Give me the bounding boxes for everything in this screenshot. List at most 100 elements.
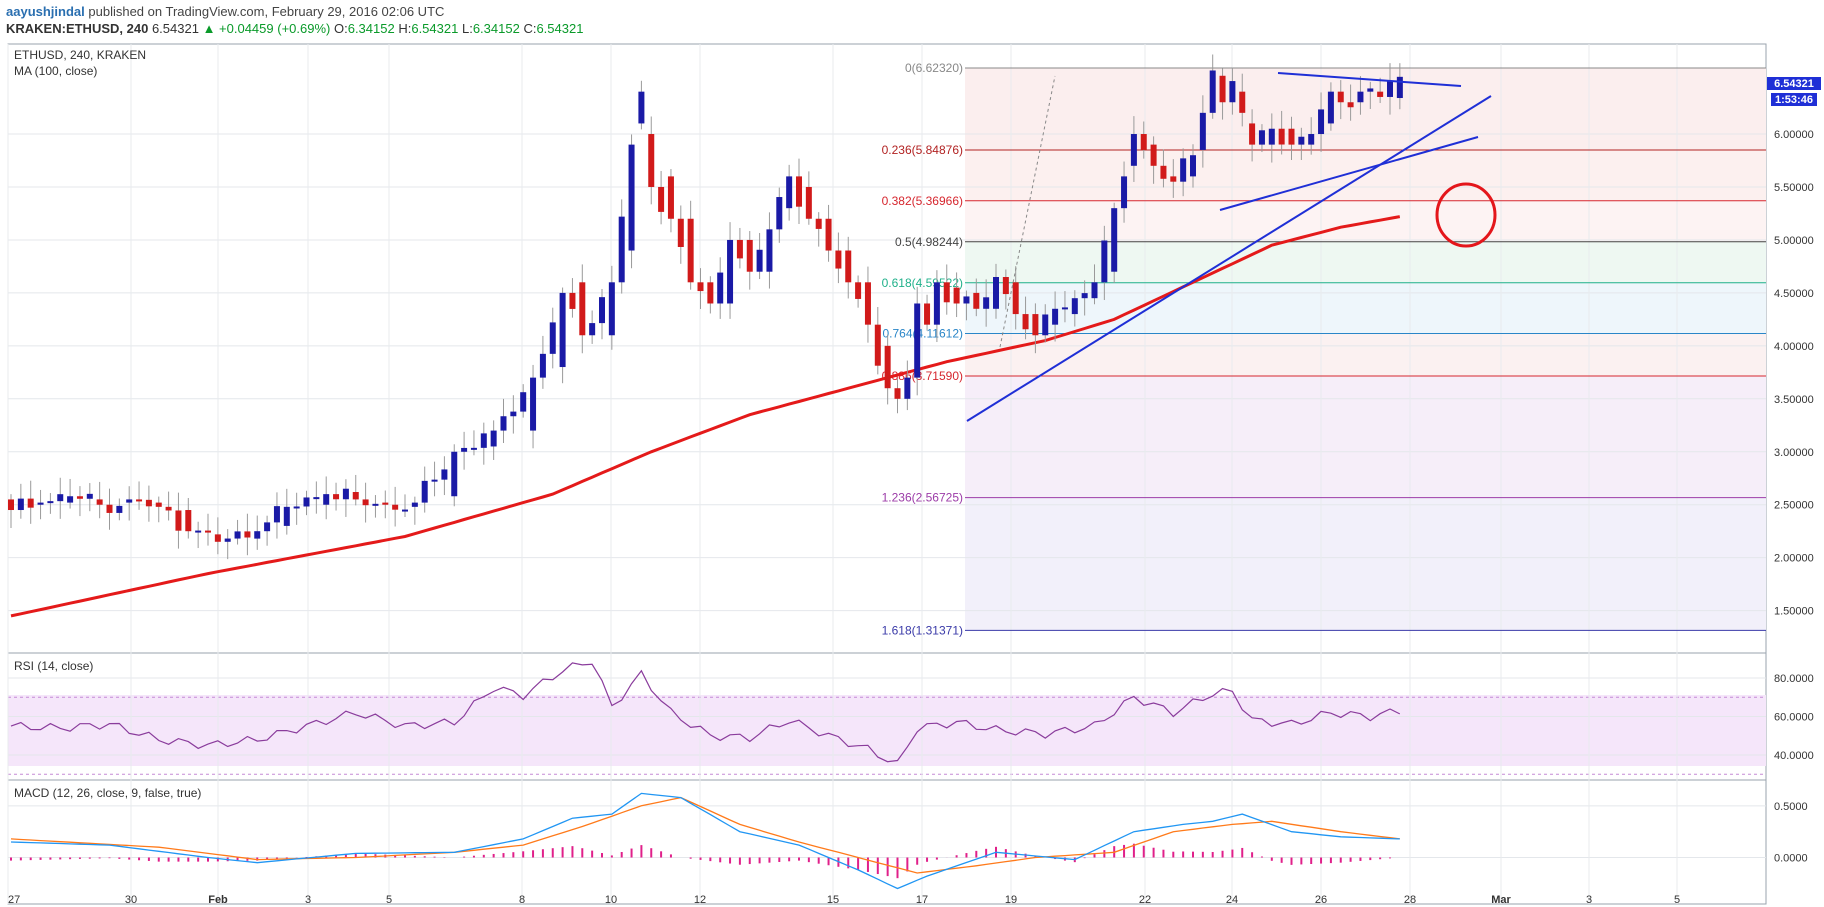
countdown-badge bbox=[1771, 93, 1817, 106]
candle-body bbox=[1367, 88, 1374, 92]
chart-canvas[interactable]: 0(6.62320) 0.236(5.84876) 0.382(5.36966) 0.… bbox=[0, 42, 1824, 907]
candle-body bbox=[1061, 307, 1068, 310]
candle-body bbox=[333, 494, 340, 500]
resistance-trendline[interactable] bbox=[1277, 72, 1462, 87]
candle-body bbox=[1268, 128, 1275, 145]
open-label: O: bbox=[333, 21, 348, 36]
candle-body bbox=[293, 506, 300, 509]
candle-body bbox=[323, 494, 330, 505]
candle-body bbox=[924, 303, 931, 325]
candle-body bbox=[687, 218, 694, 283]
candle-body bbox=[480, 433, 487, 448]
close-value: 6.54321 bbox=[536, 21, 584, 36]
rsi-band bbox=[8, 695, 1766, 766]
time-tick-label: 27 bbox=[8, 894, 20, 906]
candle-body bbox=[1278, 128, 1285, 145]
candle-body bbox=[352, 492, 359, 500]
fib-zone bbox=[965, 375, 1766, 498]
candle-body bbox=[17, 498, 24, 511]
candle-body bbox=[993, 277, 999, 309]
fibonacci-labels: 0(6.62320) 0.236(5.84876) 0.382(5.36966) 0.… bbox=[882, 61, 963, 637]
candle-body bbox=[1318, 109, 1325, 135]
fib-level-label: 0(6.62320) bbox=[905, 61, 963, 75]
candle-body bbox=[57, 494, 64, 502]
author-link[interactable]: aayushjindal bbox=[6, 4, 85, 19]
candle-body bbox=[1357, 91, 1364, 103]
time-tick-label: 3 bbox=[305, 894, 311, 906]
time-tick-label: 24 bbox=[1226, 894, 1238, 906]
candle-body bbox=[569, 292, 576, 309]
candle-body bbox=[825, 218, 832, 251]
candle-body bbox=[677, 218, 684, 247]
candle-body bbox=[1180, 158, 1187, 182]
macd-pane-title: MACD (12, 26, close, 9, false, true) bbox=[14, 786, 201, 800]
candle-body bbox=[884, 345, 891, 389]
candle-body bbox=[608, 282, 615, 336]
candle-body bbox=[1160, 165, 1167, 179]
candle-body bbox=[264, 522, 271, 532]
price-axis: 6.00000 5.50000 5.00000 4.50000 4.00000 3.500… bbox=[1774, 129, 1814, 864]
high-label: H: bbox=[398, 21, 412, 36]
time-tick-label: 19 bbox=[1005, 894, 1017, 906]
candle-body bbox=[1377, 91, 1384, 97]
candle-body bbox=[520, 392, 527, 412]
fib-zone bbox=[965, 333, 1766, 376]
support-trendline[interactable] bbox=[1219, 136, 1479, 211]
candle-body bbox=[1101, 240, 1108, 283]
fib-level-label: 0.618(4.59522) bbox=[882, 276, 963, 290]
highlight-circle bbox=[1435, 182, 1497, 248]
candle-body bbox=[1298, 136, 1305, 145]
candle-body bbox=[136, 499, 143, 502]
low-label: L: bbox=[461, 21, 473, 36]
candle-body bbox=[76, 496, 83, 499]
rising-trendline[interactable] bbox=[966, 95, 1492, 422]
candle-body bbox=[47, 501, 54, 504]
candle-body bbox=[559, 292, 566, 368]
candle-body bbox=[1140, 134, 1147, 150]
high-value: 6.54321 bbox=[411, 21, 459, 36]
candle-body bbox=[116, 505, 123, 513]
symbol-label: KRAKEN:ETHUSD, 240 bbox=[6, 21, 149, 36]
price-tick-label: 6.00000 bbox=[1774, 129, 1814, 141]
time-tick-label: 17 bbox=[916, 894, 928, 906]
quote-line: KRAKEN:ETHUSD, 240 6.54321 ▲ +0.04459 (+… bbox=[6, 21, 583, 36]
macd-tick-label: 0.5000 bbox=[1774, 801, 1808, 813]
candle-body bbox=[490, 430, 497, 447]
macd-pane bbox=[10, 792, 1400, 890]
candle-body bbox=[579, 282, 586, 336]
candle-body bbox=[1308, 134, 1315, 145]
candle-body bbox=[756, 249, 763, 272]
candle-body bbox=[421, 480, 428, 503]
price-change: ▲ +0.04459 (+0.69%) bbox=[202, 21, 331, 36]
candle-body bbox=[461, 447, 468, 452]
candle-body bbox=[1327, 91, 1334, 124]
candle-body bbox=[145, 499, 152, 507]
candle-body bbox=[549, 322, 556, 354]
grid bbox=[7, 44, 1766, 904]
fib-level-label: 0.236(5.84876) bbox=[882, 143, 963, 157]
open-value: 6.34152 bbox=[347, 21, 395, 36]
candle-body bbox=[953, 287, 960, 304]
price-tick-label: 3.50000 bbox=[1774, 394, 1814, 406]
candle-body bbox=[1032, 314, 1039, 336]
ma-100-path bbox=[10, 215, 1401, 618]
fib-level-label: 0.764(4.11612) bbox=[882, 327, 963, 341]
candle-body bbox=[1130, 134, 1137, 166]
last-price: 6.54321 bbox=[151, 21, 199, 36]
price-tick-label: 4.00000 bbox=[1774, 341, 1814, 353]
time-axis: 27 30 Feb 3 5 8 10 12 15 17 19 22 24 26 28 Mar 3 5 bbox=[8, 894, 1680, 906]
candle-body bbox=[37, 502, 44, 505]
publish-info: published on TradingView.com, February 2… bbox=[88, 4, 445, 19]
price-tick-label: 1.50000 bbox=[1774, 606, 1814, 618]
fib-level-label: 0.5(4.98244) bbox=[895, 235, 963, 249]
candle-body bbox=[1190, 155, 1196, 177]
fib-level-label: 1.618(1.31371) bbox=[882, 623, 963, 637]
rsi-pane-title: RSI (14, close) bbox=[14, 659, 93, 673]
time-tick-label: 28 bbox=[1404, 894, 1416, 906]
candle-body bbox=[1288, 128, 1295, 145]
fib-zones bbox=[965, 68, 1766, 631]
time-tick-label: 5 bbox=[1674, 894, 1680, 906]
candle-body bbox=[185, 510, 192, 532]
candle-body bbox=[392, 504, 399, 510]
candle-body bbox=[470, 447, 477, 450]
